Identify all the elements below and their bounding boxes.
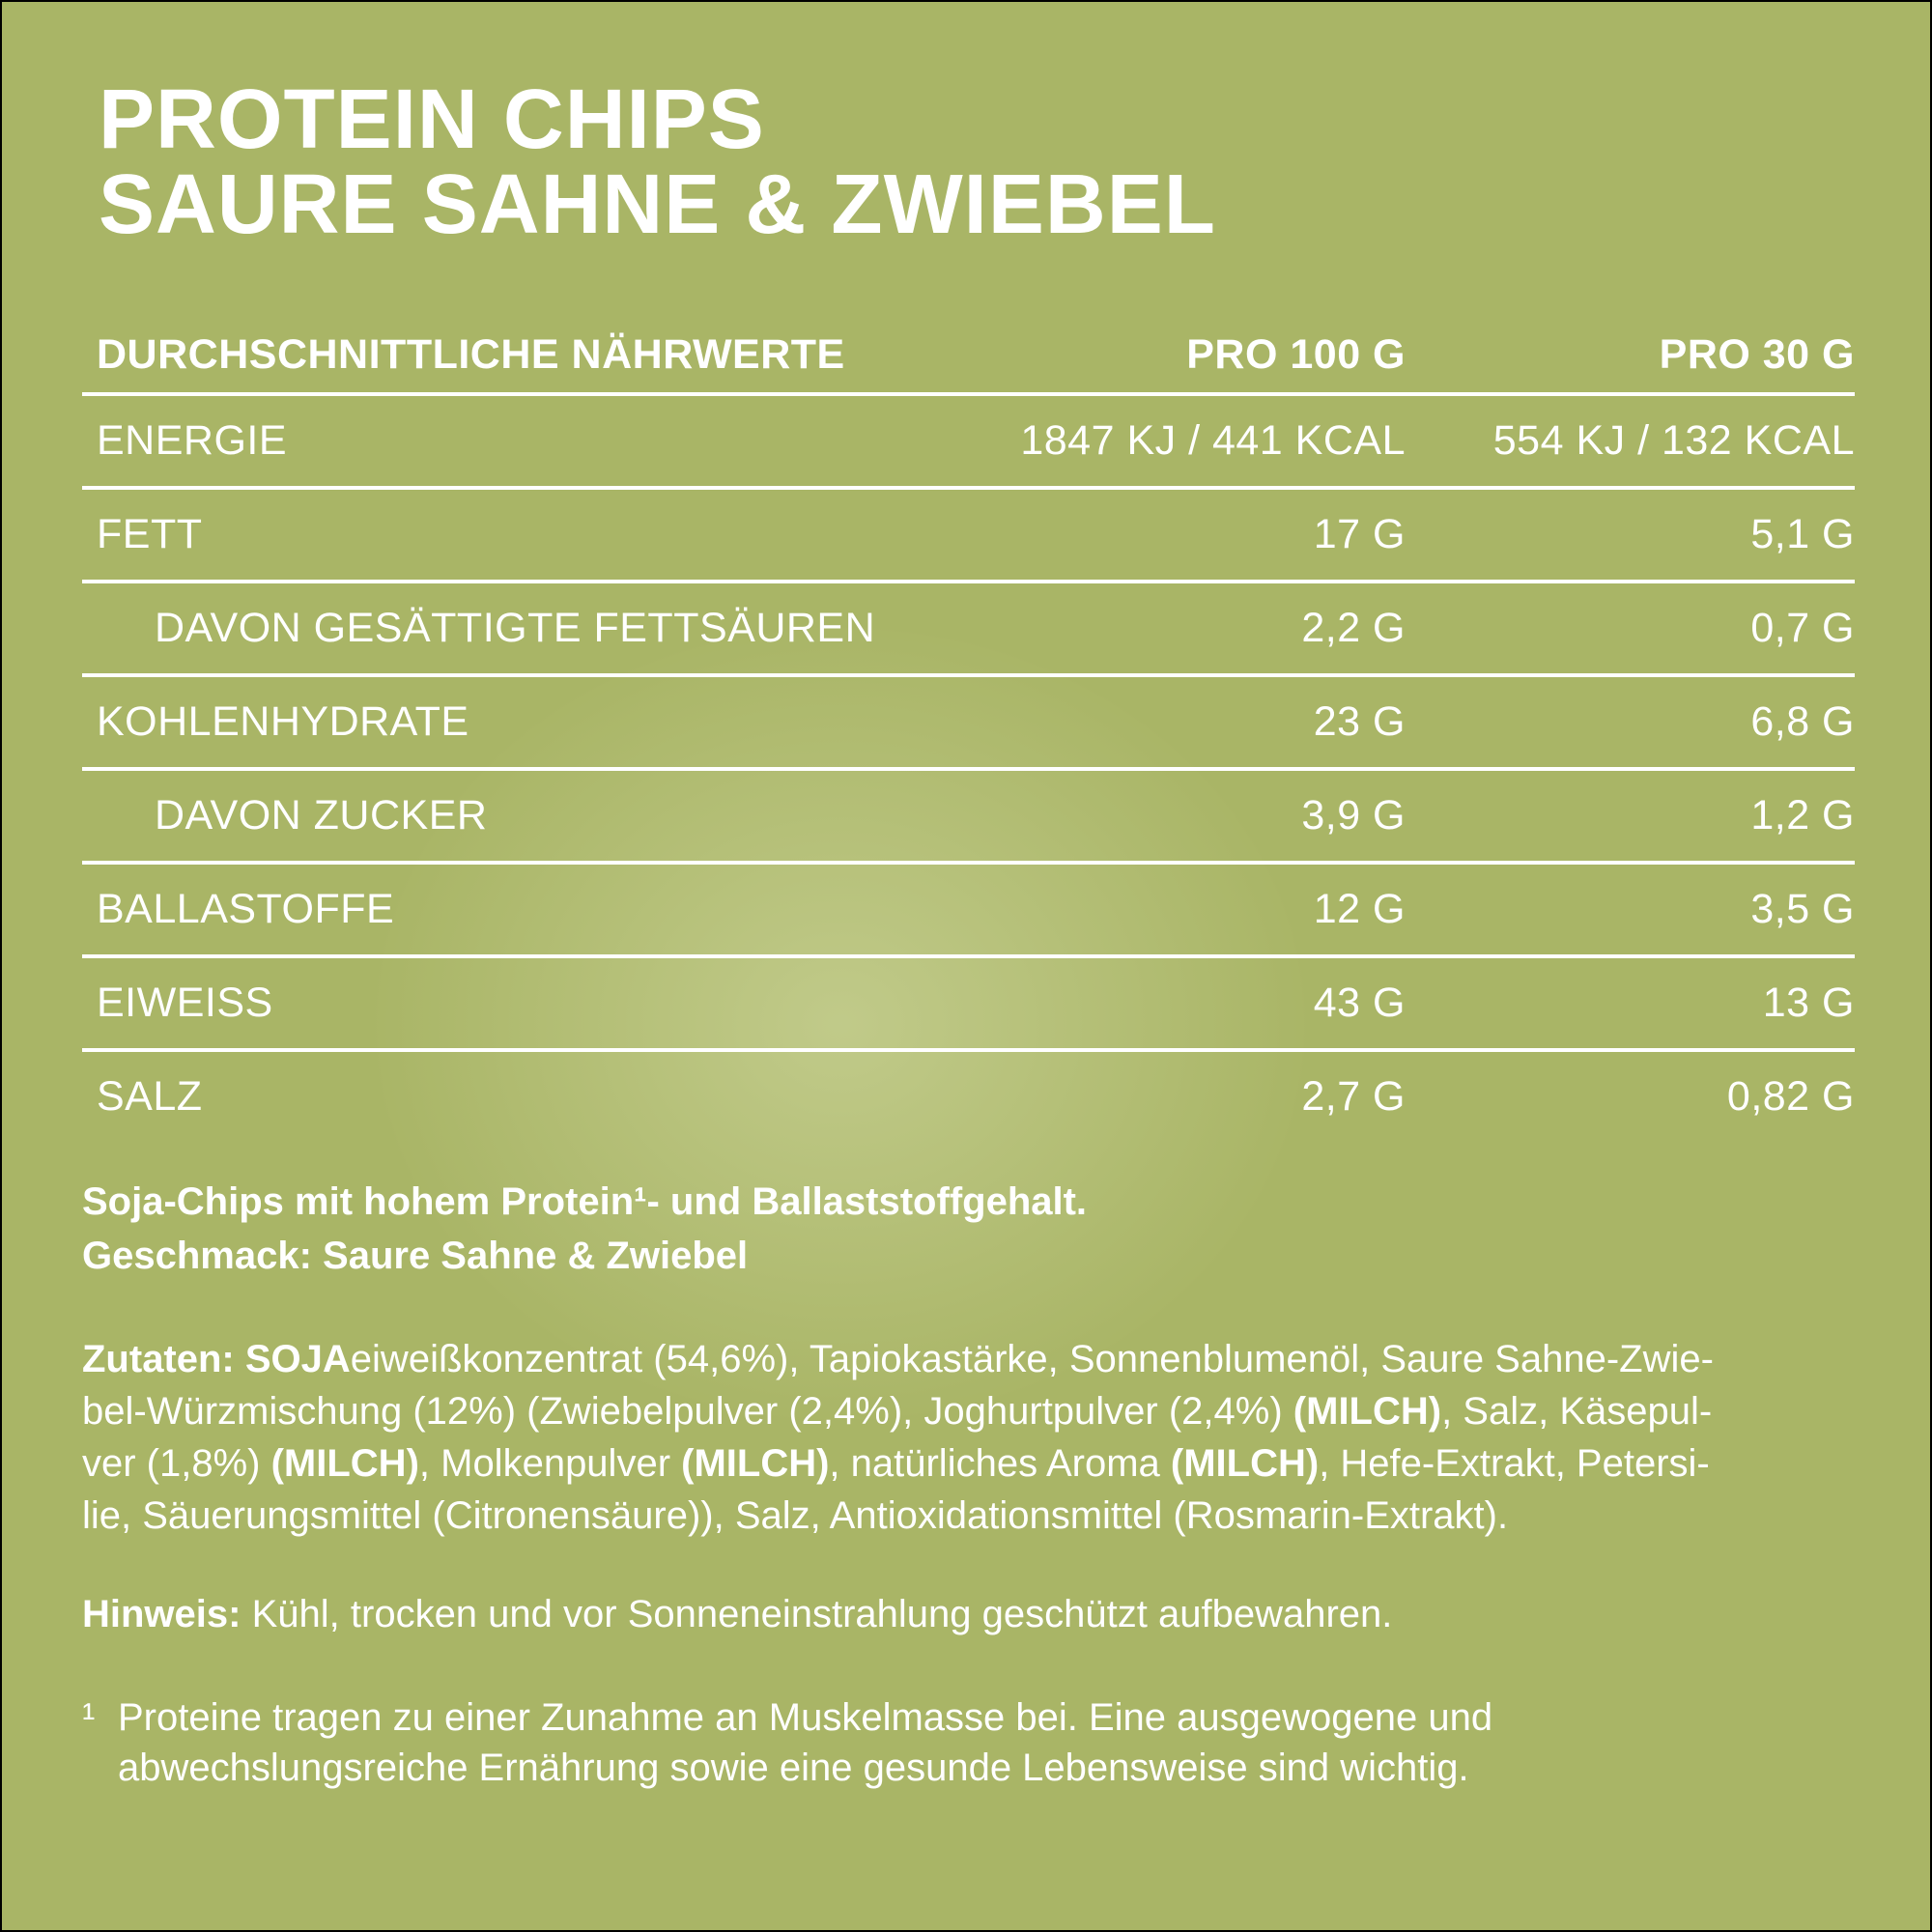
table-header-per-100g: PRO 100 G (1186, 330, 1406, 378)
value-per-30g: 0,7 G (1750, 605, 1855, 651)
value-per-30g: 1,2 G (1750, 792, 1855, 838)
table-header-row: DURCHSCHNITTLICHE NÄHRWERTE PRO 100 G PR… (82, 317, 1855, 392)
text-segment: , Salz, Käsepul- (1441, 1390, 1713, 1433)
table-row: SALZ 2,7 G 0,82 G (82, 1048, 1855, 1142)
text-segment: , Hefe-Extrakt, Petersi- (1319, 1442, 1710, 1485)
text-line: Zutaten: SOJAeiweißkonzentrat (54,6%), T… (82, 1333, 1714, 1385)
value-per-30g: 5,1 G (1750, 511, 1855, 557)
table-row: DAVON ZUCKER 3,9 G 1,2 G (82, 767, 1855, 861)
text-segment: eiweißkonzentrat (54,6%), Tapiokastärke,… (350, 1338, 1714, 1380)
text-segment: , Molkenpulver (418, 1442, 682, 1485)
text-segment: lie, Säuerungsmittel (Citronensäure)), S… (82, 1494, 1509, 1537)
text-segment: Kühl, trocken und vor Sonneneinstrahlung… (241, 1593, 1393, 1635)
text-segment: Soja-Chips mit hohem Protein¹- und Balla… (82, 1180, 1088, 1223)
text-segment: (MILCH) (1293, 1390, 1442, 1433)
text-segment: abwechslungsreiche Ernährung sowie eine … (118, 1747, 1469, 1789)
table-row: BALLASTOFFE 12 G 3,5 G (82, 861, 1855, 954)
table-row: KOHLENHYDRATE 23 G 6,8 G (82, 673, 1855, 767)
nutrition-table: DURCHSCHNITTLICHE NÄHRWERTE PRO 100 G PR… (82, 317, 1855, 1142)
row-label: SALZ (97, 1073, 203, 1120)
text-line: Hinweis: Kühl, trocken und vor Sonnenein… (82, 1588, 1392, 1640)
footnote: ¹ Proteine tragen zu einer Zunahme an Mu… (82, 1692, 1492, 1793)
text-segment: (MILCH) (681, 1442, 830, 1485)
value-per-100g: 43 G (1313, 980, 1406, 1026)
product-title: PROTEIN CHIPS SAURE SAHNE & ZWIEBEL (99, 77, 1216, 247)
value-per-30g: 13 G (1762, 980, 1855, 1026)
text-line: Proteine tragen zu einer Zunahme an Musk… (118, 1692, 1492, 1743)
table-row: ENERGIE 1847 KJ / 441 KCAL 554 KJ / 132 KC… (82, 392, 1855, 486)
text-line: Geschmack: Saure Sahne & Zwiebel (82, 1229, 1087, 1283)
value-per-100g: 2,2 G (1301, 605, 1406, 651)
footnote-text: Proteine tragen zu einer Zunahme an Musk… (118, 1692, 1492, 1793)
value-per-100g: 12 G (1313, 886, 1406, 932)
table-row: DAVON GESÄTTIGTE FETTSÄUREN 2,2 G 0,7 G (82, 580, 1855, 673)
text-segment: (MILCH) (270, 1442, 419, 1485)
text-line: ver (1,8%) (MILCH), Molkenpulver (MILCH)… (82, 1437, 1714, 1490)
value-per-30g: 0,82 G (1726, 1073, 1855, 1120)
table-header-per-30g: PRO 30 G (1659, 330, 1855, 378)
text-segment: bel-Würzmischung (12%) (Zwiebelpulver (2… (82, 1390, 1293, 1433)
value-per-30g: 554 KJ / 132 KCAL (1492, 417, 1855, 464)
row-label: BALLASTOFFE (97, 886, 395, 932)
value-per-100g: 2,7 G (1301, 1073, 1406, 1120)
value-per-100g: 17 G (1313, 511, 1406, 557)
text-segment: , natürliches Aroma (829, 1442, 1171, 1485)
product-description: Soja-Chips mit hohem Protein¹- und Balla… (82, 1175, 1087, 1283)
row-label: ENERGIE (97, 417, 288, 464)
text-segment: Hinweis: (82, 1593, 242, 1635)
text-segment: Geschmack: Saure Sahne & Zwiebel (82, 1235, 749, 1277)
table-body: ENERGIE 1847 KJ / 441 KCAL 554 KJ / 132 KC… (82, 392, 1855, 1142)
text-segment: (MILCH) (1170, 1442, 1320, 1485)
text-line: Soja-Chips mit hohem Protein¹- und Balla… (82, 1175, 1087, 1229)
text-line: lie, Säuerungsmittel (Citronensäure)), S… (82, 1490, 1714, 1542)
storage-note: Hinweis: Kühl, trocken und vor Sonnenein… (82, 1588, 1392, 1640)
row-label: EIWEISS (97, 980, 273, 1026)
table-row: FETT 17 G 5,1 G (82, 486, 1855, 580)
text-segment: Proteine tragen zu einer Zunahme an Musk… (118, 1696, 1493, 1739)
text-segment: ver (1,8%) (82, 1442, 271, 1485)
ingredients-paragraph: Zutaten: SOJAeiweißkonzentrat (54,6%), T… (82, 1333, 1714, 1542)
value-per-100g: 23 G (1313, 698, 1406, 745)
value-per-30g: 3,5 G (1750, 886, 1855, 932)
value-per-30g: 6,8 G (1750, 698, 1855, 745)
row-label: KOHLENHYDRATE (97, 698, 469, 745)
value-per-100g: 1847 KJ / 441 KCAL (1020, 417, 1406, 464)
table-header-nutrients: DURCHSCHNITTLICHE NÄHRWERTE (97, 330, 845, 378)
value-per-100g: 3,9 G (1301, 792, 1406, 838)
text-line: abwechslungsreiche Ernährung sowie eine … (118, 1743, 1492, 1793)
product-title-line1: PROTEIN CHIPS (99, 72, 765, 166)
row-label: DAVON GESÄTTIGTE FETTSÄUREN (155, 605, 876, 651)
footnote-marker: ¹ (82, 1696, 96, 1739)
product-title-line2: SAURE SAHNE & ZWIEBEL (99, 157, 1216, 251)
text-segment: Zutaten: SOJA (82, 1338, 351, 1380)
text-line: bel-Würzmischung (12%) (Zwiebelpulver (2… (82, 1385, 1714, 1437)
table-row: EIWEISS 43 G 13 G (82, 954, 1855, 1048)
row-label: DAVON ZUCKER (155, 792, 488, 838)
row-label: FETT (97, 511, 203, 557)
